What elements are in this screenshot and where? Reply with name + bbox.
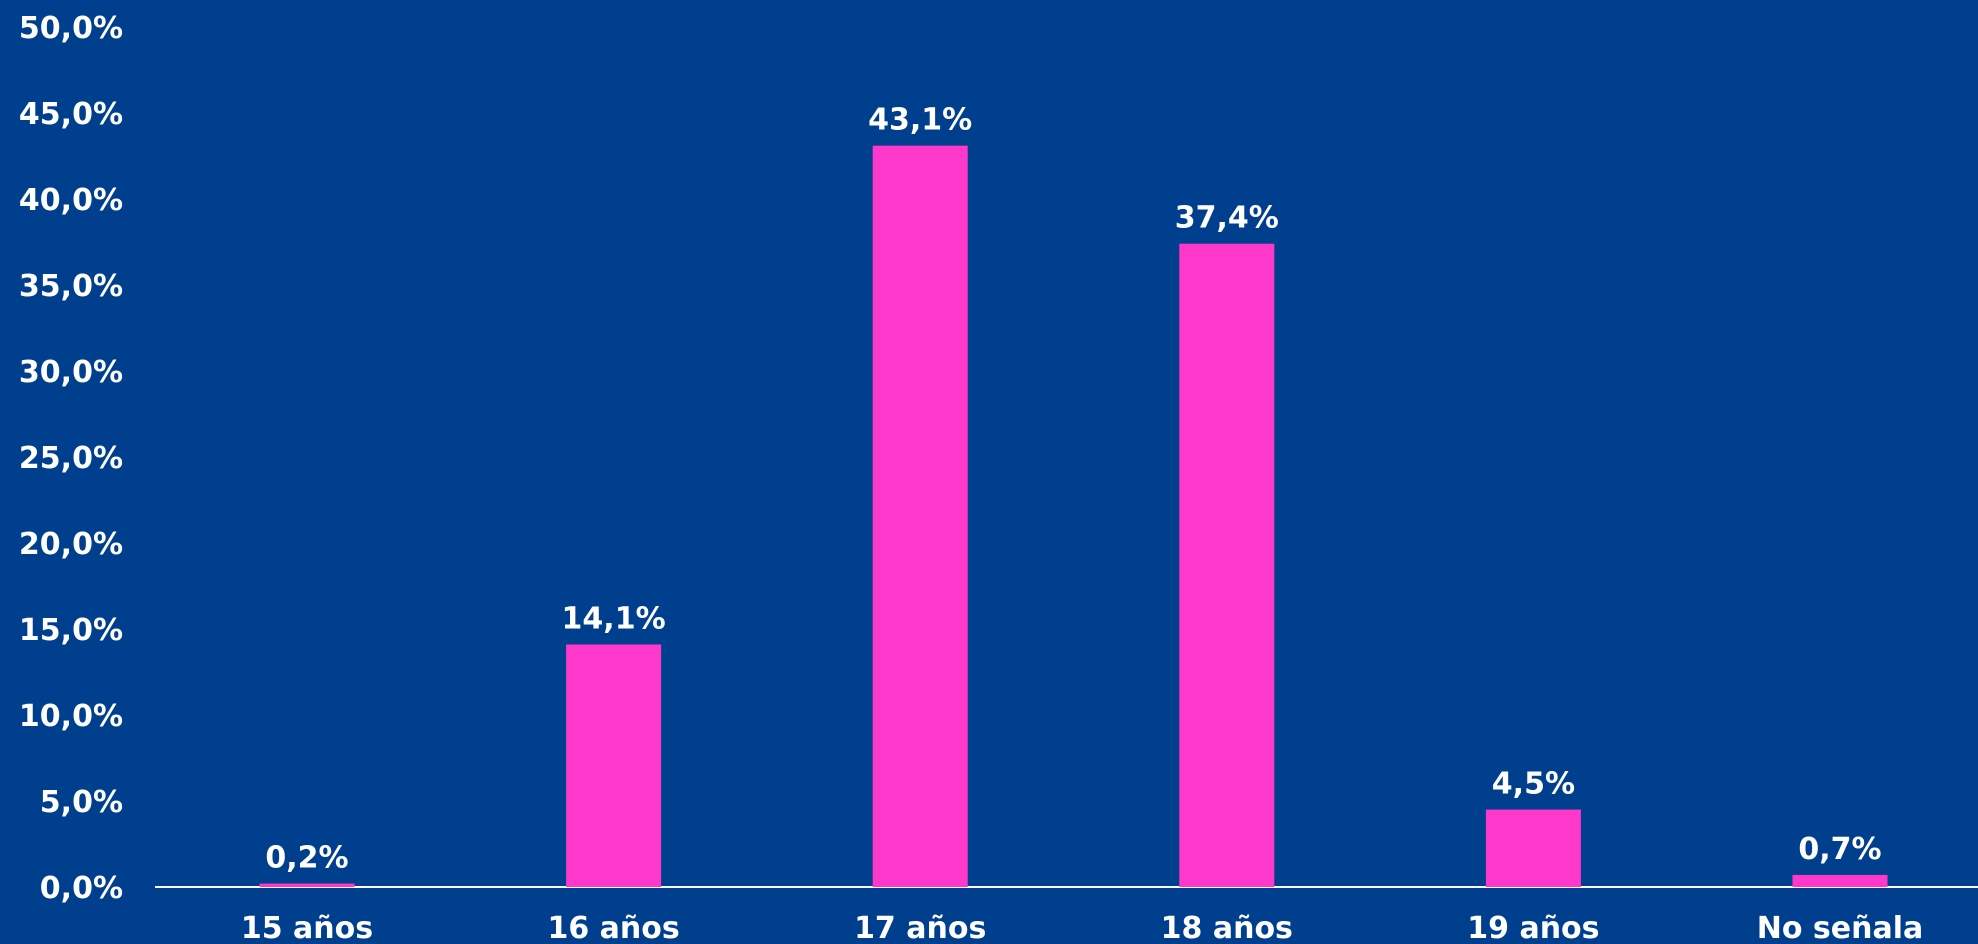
bar	[1179, 243, 1275, 888]
bar	[566, 644, 662, 887]
bars-group	[259, 145, 1888, 888]
y-tick-label: 10,0%	[19, 699, 123, 734]
x-tick-label: 16 años	[547, 911, 679, 944]
value-labels-group: 0,2% 14,1% 43,1% 37,4% 4,5% 0,7%	[265, 103, 1881, 876]
bar	[872, 145, 968, 887]
bar-value-label: 0,7%	[1798, 832, 1881, 867]
y-tick-label: 15,0%	[19, 613, 123, 648]
x-tick-label: 15 años	[241, 911, 373, 944]
y-tick-label: 20,0%	[19, 527, 123, 562]
bar	[1485, 809, 1581, 887]
y-tick-label: 50,0%	[19, 11, 123, 46]
x-tick-label: No señala	[1757, 911, 1924, 944]
x-tick-label: 19 años	[1467, 911, 1599, 944]
y-tick-label: 45,0%	[19, 97, 123, 132]
bar-value-label: 4,5%	[1492, 767, 1575, 802]
bar	[1792, 874, 1888, 887]
y-tick-label: 40,0%	[19, 183, 123, 218]
y-tick-label: 25,0%	[19, 441, 123, 476]
x-axis-tick-labels: 15 años 16 años 17 años 18 años 19 años No se…	[241, 911, 1923, 944]
bar	[259, 883, 355, 887]
y-axis-tick-labels: 0,0% 5,0% 10,0% 15,0% 20,0% 25,0% 30,0% 35,0% 40…	[19, 11, 123, 906]
bar-value-label: 0,2%	[265, 841, 348, 876]
bar-value-label: 14,1%	[562, 601, 666, 636]
y-tick-label: 35,0%	[19, 269, 123, 304]
x-tick-label: 17 años	[854, 911, 986, 944]
bar-value-label: 43,1%	[868, 103, 972, 138]
x-tick-label: 18 años	[1161, 911, 1293, 944]
y-tick-label: 5,0%	[40, 785, 123, 820]
y-tick-label: 30,0%	[19, 355, 123, 390]
y-tick-label: 0,0%	[40, 871, 123, 906]
bar-value-label: 37,4%	[1175, 201, 1279, 236]
